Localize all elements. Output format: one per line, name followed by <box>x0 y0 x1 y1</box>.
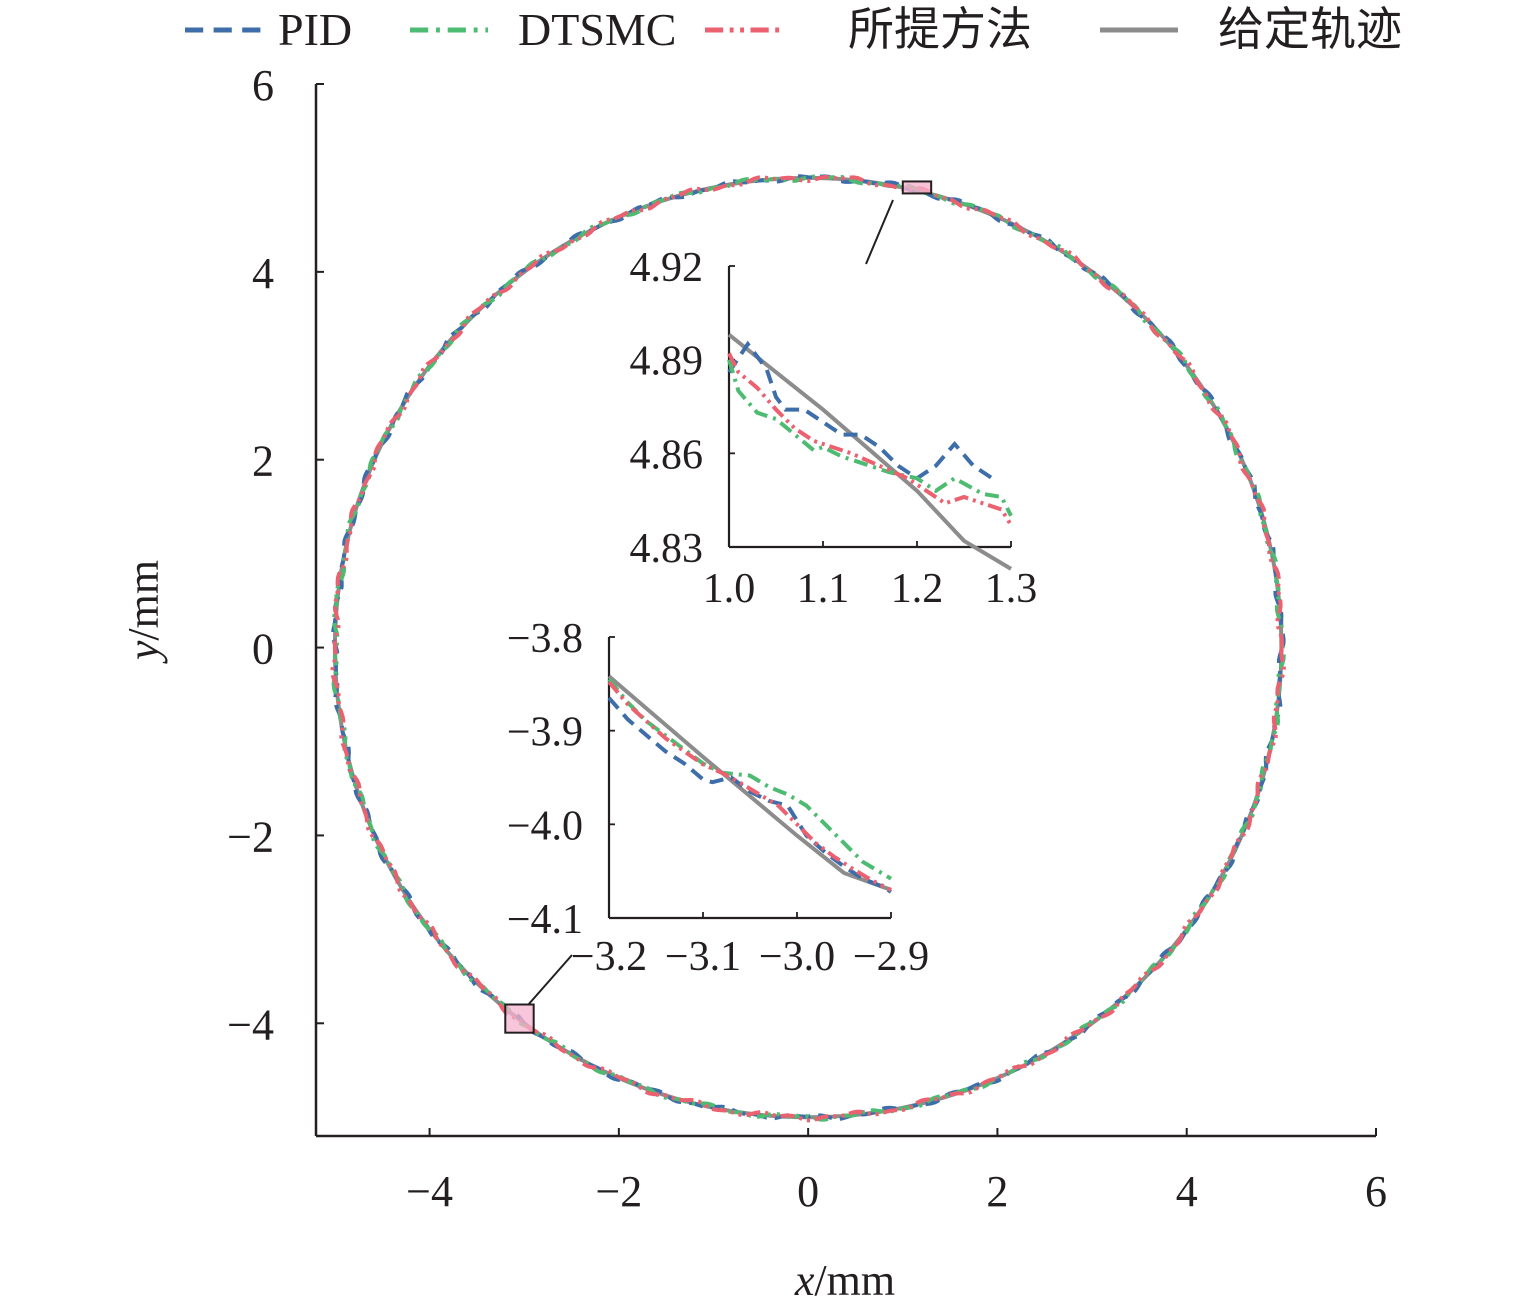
inset-y-tick-label: 4.83 <box>630 526 704 572</box>
x-tick-label: −2 <box>595 1167 642 1216</box>
inset-series-给定轨迹 <box>607 674 892 892</box>
inset-series-给定轨迹 <box>727 333 1013 571</box>
legend-label-3: 给定轨迹 <box>1218 4 1402 55</box>
inset-top-zoom: 1.0 1.1 1.2 1.3 4.92 4.89 4.86 4.83 <box>630 245 1038 612</box>
x-tick-label: 2 <box>986 1167 1008 1216</box>
inset-series-所提方法 <box>607 680 892 892</box>
inset-x-tick-label: 1.1 <box>797 566 850 612</box>
inset-series-所提方法 <box>727 352 1013 527</box>
inset-y-tick-label: −3.8 <box>507 616 583 662</box>
y-tick-label: −4 <box>227 1000 274 1049</box>
inset-x-tick-label: −3.0 <box>759 934 835 980</box>
inset-x-tick-label: −3.2 <box>571 934 647 980</box>
legend: PID DTSMC 所提方法 给定轨迹 <box>185 4 1402 55</box>
y-tick-label: −2 <box>227 812 274 861</box>
inset-series-DTSMC <box>607 677 893 881</box>
y-axis-title: y/mm <box>119 560 168 664</box>
y-tick-label: 2 <box>252 437 274 486</box>
x-tick-label: 0 <box>797 1167 819 1216</box>
inset-y-tick-label: 4.92 <box>630 245 704 291</box>
inset-x-tick-label: 1.3 <box>985 566 1038 612</box>
inset-x-tick-label: 1.0 <box>703 566 756 612</box>
inset-x-tick-label: −3.1 <box>665 934 741 980</box>
inset-y-tick-label: −4.0 <box>507 803 583 849</box>
x-axis-title: x/mm <box>794 1256 895 1305</box>
zoom-leader-top <box>865 199 894 265</box>
legend-label-0: PID <box>278 4 352 55</box>
x-tick-label: −4 <box>406 1167 453 1216</box>
inset-series-DTSMC <box>727 359 1013 517</box>
zoom-marker-bottom <box>504 1003 535 1034</box>
inset-y-tick-label: 4.86 <box>630 432 704 478</box>
x-tick-label: 6 <box>1365 1167 1387 1216</box>
inset-y-tick-label: −3.9 <box>507 710 583 756</box>
proposed-trajectory-circle <box>330 174 1286 1123</box>
zoom-leader-bottom <box>527 954 573 1006</box>
inset-x-tick-label: −2.9 <box>853 934 929 980</box>
inset-y-tick-label: −4.1 <box>507 897 583 943</box>
inset-bottom-zoom: −3.2 −3.1 −3.0 −2.9 −3.8 −3.9 −4.0 −4.1 <box>507 616 929 980</box>
y-tick-label: 4 <box>252 249 274 298</box>
inset-x-tick-label: 1.2 <box>891 566 944 612</box>
inset-series-PID <box>727 340 994 481</box>
inset-series-PID <box>607 696 893 894</box>
x-tick-label: 4 <box>1176 1167 1198 1216</box>
y-tick-label: 0 <box>252 625 274 674</box>
zoom-marker-top <box>901 180 933 195</box>
y-tick-label: 6 <box>252 61 274 110</box>
main-plot: −4 −2 0 2 4 6 −4 −2 0 2 4 6 <box>227 61 1387 1216</box>
legend-label-2: 所提方法 <box>848 4 1032 55</box>
inset-y-tick-label: 4.89 <box>630 339 704 385</box>
legend-label-1: DTSMC <box>518 4 676 55</box>
